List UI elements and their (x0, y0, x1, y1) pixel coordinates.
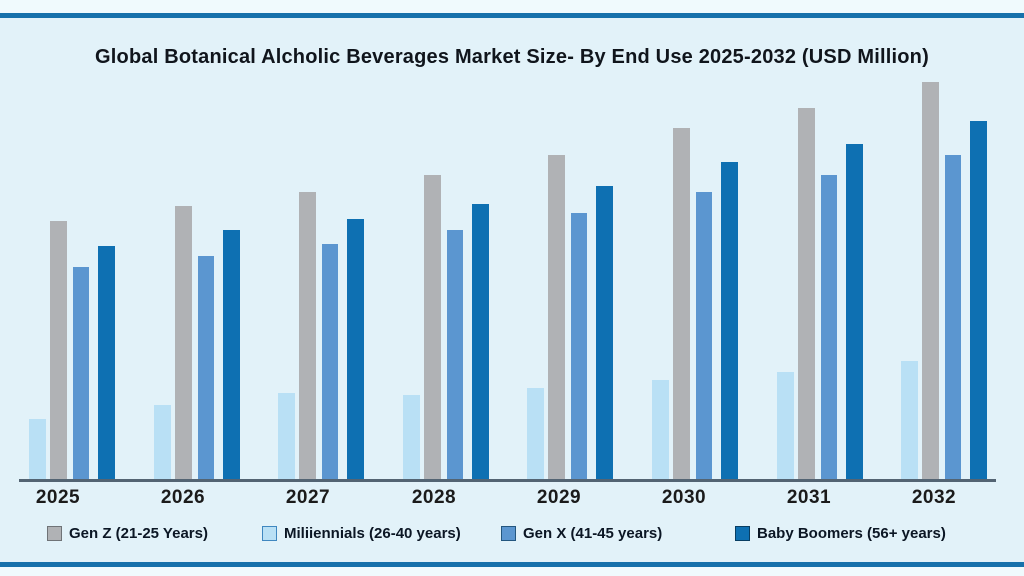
bar-gen-x-41-45-years-2028 (447, 230, 463, 479)
x-tick-2032: 2032 (911, 487, 957, 508)
bar-gen-z-21-25-years-2028 (424, 175, 441, 479)
legend-swatch-baby-boomers (735, 526, 750, 541)
bar-miliiennials-26-40-years-2025 (29, 419, 46, 479)
bar-gen-x-41-45-years-2031 (821, 175, 837, 479)
bar-miliiennials-26-40-years-2032 (901, 361, 918, 479)
bar-baby-boomers-56-years-2028 (472, 204, 489, 479)
bar-baby-boomers-56-years-2029 (596, 186, 613, 479)
bar-miliiennials-26-40-years-2029 (527, 388, 544, 479)
bar-baby-boomers-56-years-2026 (223, 230, 240, 479)
bar-plot-area (29, 82, 987, 479)
legend-item-baby-boomers: Baby Boomers (56+ years) (735, 525, 946, 542)
bar-gen-x-41-45-years-2030 (696, 192, 712, 479)
bar-miliiennials-26-40-years-2027 (278, 393, 295, 479)
bar-miliiennials-26-40-years-2028 (403, 395, 420, 479)
bar-miliiennials-26-40-years-2030 (652, 380, 669, 479)
x-tick-2025: 2025 (35, 487, 81, 508)
bar-gen-x-41-45-years-2029 (571, 213, 587, 479)
x-axis-line (19, 479, 996, 482)
bar-baby-boomers-56-years-2027 (347, 219, 364, 479)
chart-title: Global Botanical Alcholic Beverages Mark… (95, 46, 929, 68)
bar-gen-x-41-45-years-2027 (322, 244, 338, 479)
bar-miliiennials-26-40-years-2026 (154, 405, 171, 479)
bottom-accent-rule (0, 562, 1024, 567)
legend-label-millennials: Miliiennials (26-40 years) (284, 525, 461, 542)
legend-swatch-gen-x (501, 526, 516, 541)
legend-label-gen-z: Gen Z (21-25 Years) (69, 525, 208, 542)
x-tick-2027: 2027 (285, 487, 331, 508)
bar-gen-x-41-45-years-2026 (198, 256, 214, 479)
legend-swatch-millennials (262, 526, 277, 541)
bar-baby-boomers-56-years-2031 (846, 144, 863, 479)
bar-gen-z-21-25-years-2030 (673, 128, 690, 479)
bar-baby-boomers-56-years-2030 (721, 162, 738, 479)
bar-baby-boomers-56-years-2032 (970, 121, 987, 479)
x-tick-2026: 2026 (160, 487, 206, 508)
bar-gen-z-21-25-years-2032 (922, 82, 939, 479)
legend-swatch-gen-z (47, 526, 62, 541)
top-accent-rule (0, 13, 1024, 18)
x-tick-2028: 2028 (411, 487, 457, 508)
bar-gen-z-21-25-years-2027 (299, 192, 316, 479)
bar-gen-z-21-25-years-2025 (50, 221, 67, 479)
bar-gen-x-41-45-years-2025 (73, 267, 89, 479)
legend-item-gen-x: Gen X (41-45 years) (501, 525, 662, 542)
bar-baby-boomers-56-years-2025 (98, 246, 115, 479)
legend-item-millennials: Miliiennials (26-40 years) (262, 525, 461, 542)
bar-gen-z-21-25-years-2026 (175, 206, 192, 479)
legend-item-gen-z: Gen Z (21-25 Years) (47, 525, 208, 542)
x-tick-2029: 2029 (536, 487, 582, 508)
legend-label-gen-x: Gen X (41-45 years) (523, 525, 663, 542)
legend-label-baby-boomers: Baby Boomers (56+ years) (757, 525, 946, 542)
x-tick-2031: 2031 (786, 487, 832, 508)
bar-miliiennials-26-40-years-2031 (777, 372, 794, 479)
bar-gen-z-21-25-years-2031 (798, 108, 815, 479)
x-tick-2030: 2030 (661, 487, 707, 508)
bar-gen-x-41-45-years-2032 (945, 155, 961, 479)
bar-gen-z-21-25-years-2029 (548, 155, 565, 479)
